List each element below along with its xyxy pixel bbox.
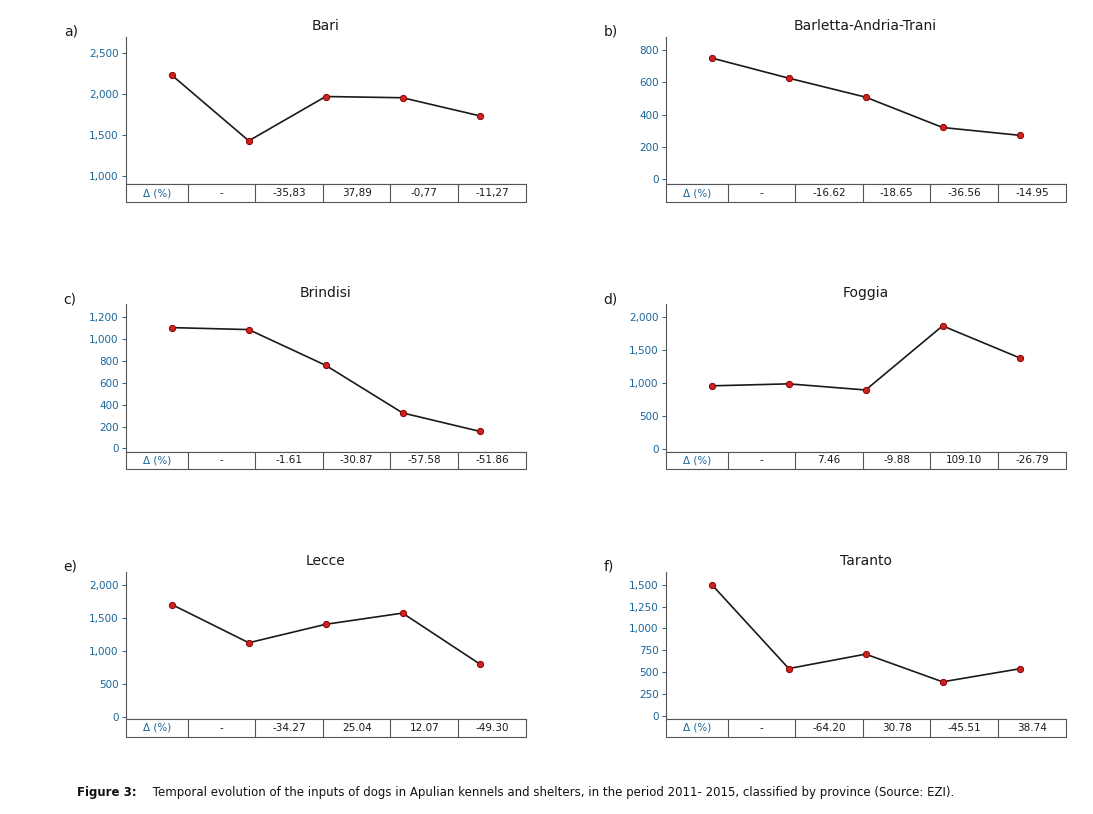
Text: year: year — [1043, 453, 1066, 463]
Text: -1.61: -1.61 — [275, 456, 303, 466]
Text: 7.46: 7.46 — [818, 456, 841, 466]
Text: -26.79: -26.79 — [1015, 456, 1048, 466]
Text: -: - — [220, 188, 223, 198]
Text: -36.56: -36.56 — [948, 188, 982, 198]
Text: -57.58: -57.58 — [408, 456, 442, 466]
Text: year: year — [503, 186, 526, 195]
Text: 25.04: 25.04 — [342, 723, 372, 733]
Text: d): d) — [603, 292, 618, 306]
Text: -18.65: -18.65 — [880, 188, 914, 198]
Text: 12.07: 12.07 — [410, 723, 439, 733]
Text: -45.51: -45.51 — [948, 723, 982, 733]
Text: -: - — [760, 456, 763, 466]
Text: 38.74: 38.74 — [1016, 723, 1047, 733]
Text: -30.87: -30.87 — [340, 456, 374, 466]
Text: -: - — [760, 188, 763, 198]
Text: year: year — [503, 720, 526, 731]
Text: Δ (%): Δ (%) — [682, 456, 710, 466]
Text: -35,83: -35,83 — [272, 188, 306, 198]
Text: a): a) — [63, 24, 78, 39]
Text: year: year — [503, 453, 526, 463]
Text: -16.62: -16.62 — [812, 188, 846, 198]
Text: -64.20: -64.20 — [812, 723, 846, 733]
Text: Temporal evolution of the inputs of dogs in Apulian kennels and shelters, in the: Temporal evolution of the inputs of dogs… — [149, 786, 954, 799]
Text: f): f) — [603, 560, 614, 574]
Text: Δ (%): Δ (%) — [682, 188, 710, 198]
Text: -0,77: -0,77 — [411, 188, 437, 198]
Text: -9.88: -9.88 — [883, 456, 910, 466]
Text: year: year — [1043, 720, 1066, 731]
Text: -11,27: -11,27 — [475, 188, 508, 198]
Text: b): b) — [603, 24, 618, 39]
Title: Foggia: Foggia — [843, 287, 889, 300]
Text: Δ (%): Δ (%) — [142, 188, 171, 198]
Text: Δ (%): Δ (%) — [142, 723, 171, 733]
Title: Taranto: Taranto — [839, 554, 892, 567]
Text: -14.95: -14.95 — [1015, 188, 1048, 198]
Text: year: year — [1043, 186, 1066, 195]
Text: Figure 3:: Figure 3: — [77, 786, 137, 799]
Text: c): c) — [63, 292, 77, 306]
Text: -49.30: -49.30 — [475, 723, 508, 733]
Title: Brindisi: Brindisi — [299, 287, 352, 300]
Text: Δ (%): Δ (%) — [142, 456, 171, 466]
Text: e): e) — [63, 560, 78, 574]
Title: Lecce: Lecce — [306, 554, 345, 567]
Text: -: - — [760, 723, 763, 733]
Text: -: - — [220, 723, 223, 733]
Title: Barletta-Andria-Trani: Barletta-Andria-Trani — [795, 19, 937, 33]
Text: Δ (%): Δ (%) — [682, 723, 710, 733]
Text: -: - — [220, 456, 223, 466]
Text: 30.78: 30.78 — [882, 723, 912, 733]
Text: 109.10: 109.10 — [947, 456, 983, 466]
Text: 37,89: 37,89 — [342, 188, 372, 198]
Text: -34.27: -34.27 — [272, 723, 306, 733]
Text: -51.86: -51.86 — [475, 456, 508, 466]
Title: Bari: Bari — [312, 19, 340, 33]
